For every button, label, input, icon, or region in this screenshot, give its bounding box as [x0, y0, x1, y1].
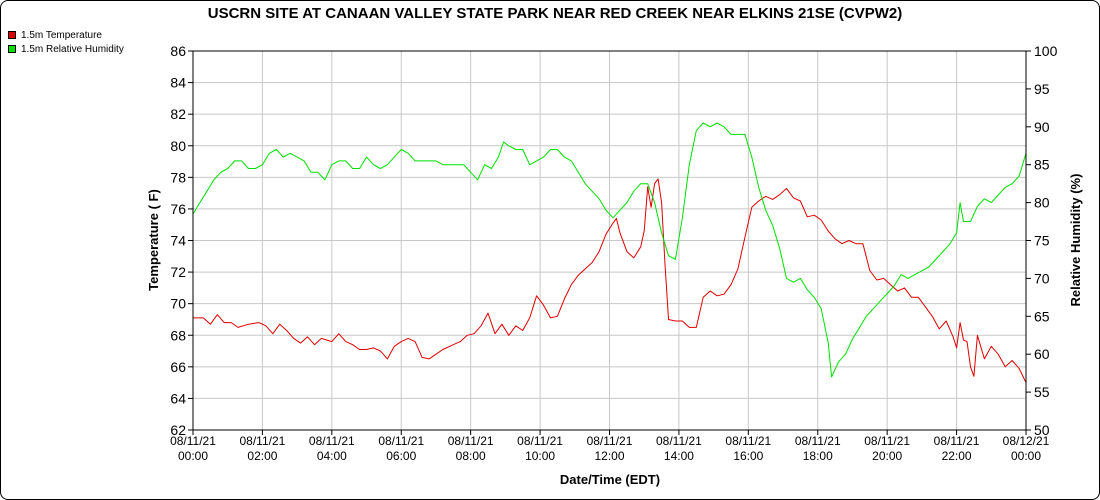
x-tick-label-time: 14:00	[664, 449, 694, 463]
x-tick-label-date: 08/11/21	[934, 434, 980, 448]
y-tick-label-left: 68	[170, 327, 186, 343]
y-tick-label-left: 64	[170, 390, 186, 406]
y-tick-label-right: 65	[1034, 308, 1050, 324]
y-tick-label-right: 70	[1034, 270, 1050, 286]
y-axis-label-right: Relative Humidity (%)	[1068, 174, 1083, 307]
y-tick-label-left: 80	[170, 138, 186, 154]
x-tick-label-time: 12:00	[594, 449, 624, 463]
x-tick-label-time: 00:00	[1011, 449, 1041, 463]
y-tick-label-right: 85	[1034, 157, 1050, 173]
x-tick-label-time: 22:00	[942, 449, 972, 463]
y-tick-label-left: 74	[170, 233, 186, 249]
y-tick-label-right: 80	[1034, 195, 1050, 211]
x-tick-label-time: 10:00	[525, 449, 555, 463]
x-tick-label-date: 08/11/21	[378, 434, 424, 448]
y-tick-label-left: 76	[170, 201, 186, 217]
x-tick-label-date: 08/11/21	[448, 434, 494, 448]
x-tick-label-date: 08/12/21	[1003, 434, 1050, 448]
x-tick-label-date: 08/11/21	[170, 434, 216, 448]
x-tick-label-date: 08/11/21	[864, 434, 910, 448]
series-lines	[192, 122, 1027, 383]
plot-area-border	[192, 50, 1027, 431]
legend-swatch-humidity	[8, 45, 16, 53]
x-tick-label-date: 08/11/21	[517, 434, 563, 448]
x-tick-label-date: 08/11/21	[587, 434, 633, 448]
legend-label-humidity: 1.5m Relative Humidity	[21, 43, 124, 55]
legend-swatch-temperature	[8, 31, 16, 39]
y-tick-label-right: 55	[1034, 384, 1050, 400]
legend: 1.5m Temperature 1.5m Relative Humidity	[8, 28, 124, 56]
x-tick-label-time: 06:00	[386, 449, 416, 463]
chart-title: USCRN SITE AT CANAAN VALLEY STATE PARK N…	[208, 5, 903, 22]
y-tick-label-left: 66	[170, 359, 186, 375]
x-tick-label-time: 02:00	[247, 449, 277, 463]
x-axis-label: Date/Time (EDT)	[560, 472, 660, 487]
x-tick-label-time: 16:00	[733, 449, 763, 463]
x-tick-label-date: 08/11/21	[240, 434, 286, 448]
series-line-humidity	[192, 122, 1027, 378]
x-tick-label-date: 08/11/21	[309, 434, 355, 448]
x-tick-label-time: 00:00	[178, 449, 208, 463]
y-tick-label-right: 95	[1034, 81, 1050, 97]
y-tick-label-left: 72	[170, 264, 186, 280]
y-tick-label-right: 60	[1034, 346, 1050, 362]
y-tick-label-left: 62	[170, 422, 186, 438]
y-tick-label-left: 78	[170, 169, 186, 185]
x-tick-label-time: 18:00	[803, 449, 833, 463]
y-tick-label-left: 84	[170, 75, 186, 91]
y-tick-label-right: 90	[1034, 119, 1050, 135]
x-tick-label-date: 08/11/21	[795, 434, 841, 448]
y-tick-label-right: 100	[1034, 43, 1058, 59]
axis-ticks: 62 64 66 68 70 72 74 76 78 80 82 84 86 50 55 60 65 70 75 80…	[170, 43, 1057, 463]
x-tick-label-date: 08/11/21	[656, 434, 702, 448]
x-tick-label-time: 08:00	[456, 449, 486, 463]
legend-item-temperature: 1.5m Temperature	[8, 28, 124, 42]
y-tick-label-left: 86	[170, 43, 186, 59]
x-tick-label-time: 20:00	[872, 449, 902, 463]
legend-item-humidity: 1.5m Relative Humidity	[8, 42, 124, 56]
y-tick-label-left: 82	[170, 106, 186, 122]
x-tick-label-time: 04:00	[317, 449, 347, 463]
y-tick-label-left: 70	[170, 296, 186, 312]
grid-lines	[193, 51, 1026, 430]
x-tick-label-date: 08/11/21	[725, 434, 771, 448]
y-tick-label-right: 75	[1034, 233, 1050, 249]
y-axis-label-left: Temperature ( F)	[146, 189, 161, 291]
y-tick-label-right: 50	[1034, 422, 1050, 438]
series-line-temperature	[193, 178, 1027, 383]
legend-label-temperature: 1.5m Temperature	[21, 29, 102, 41]
